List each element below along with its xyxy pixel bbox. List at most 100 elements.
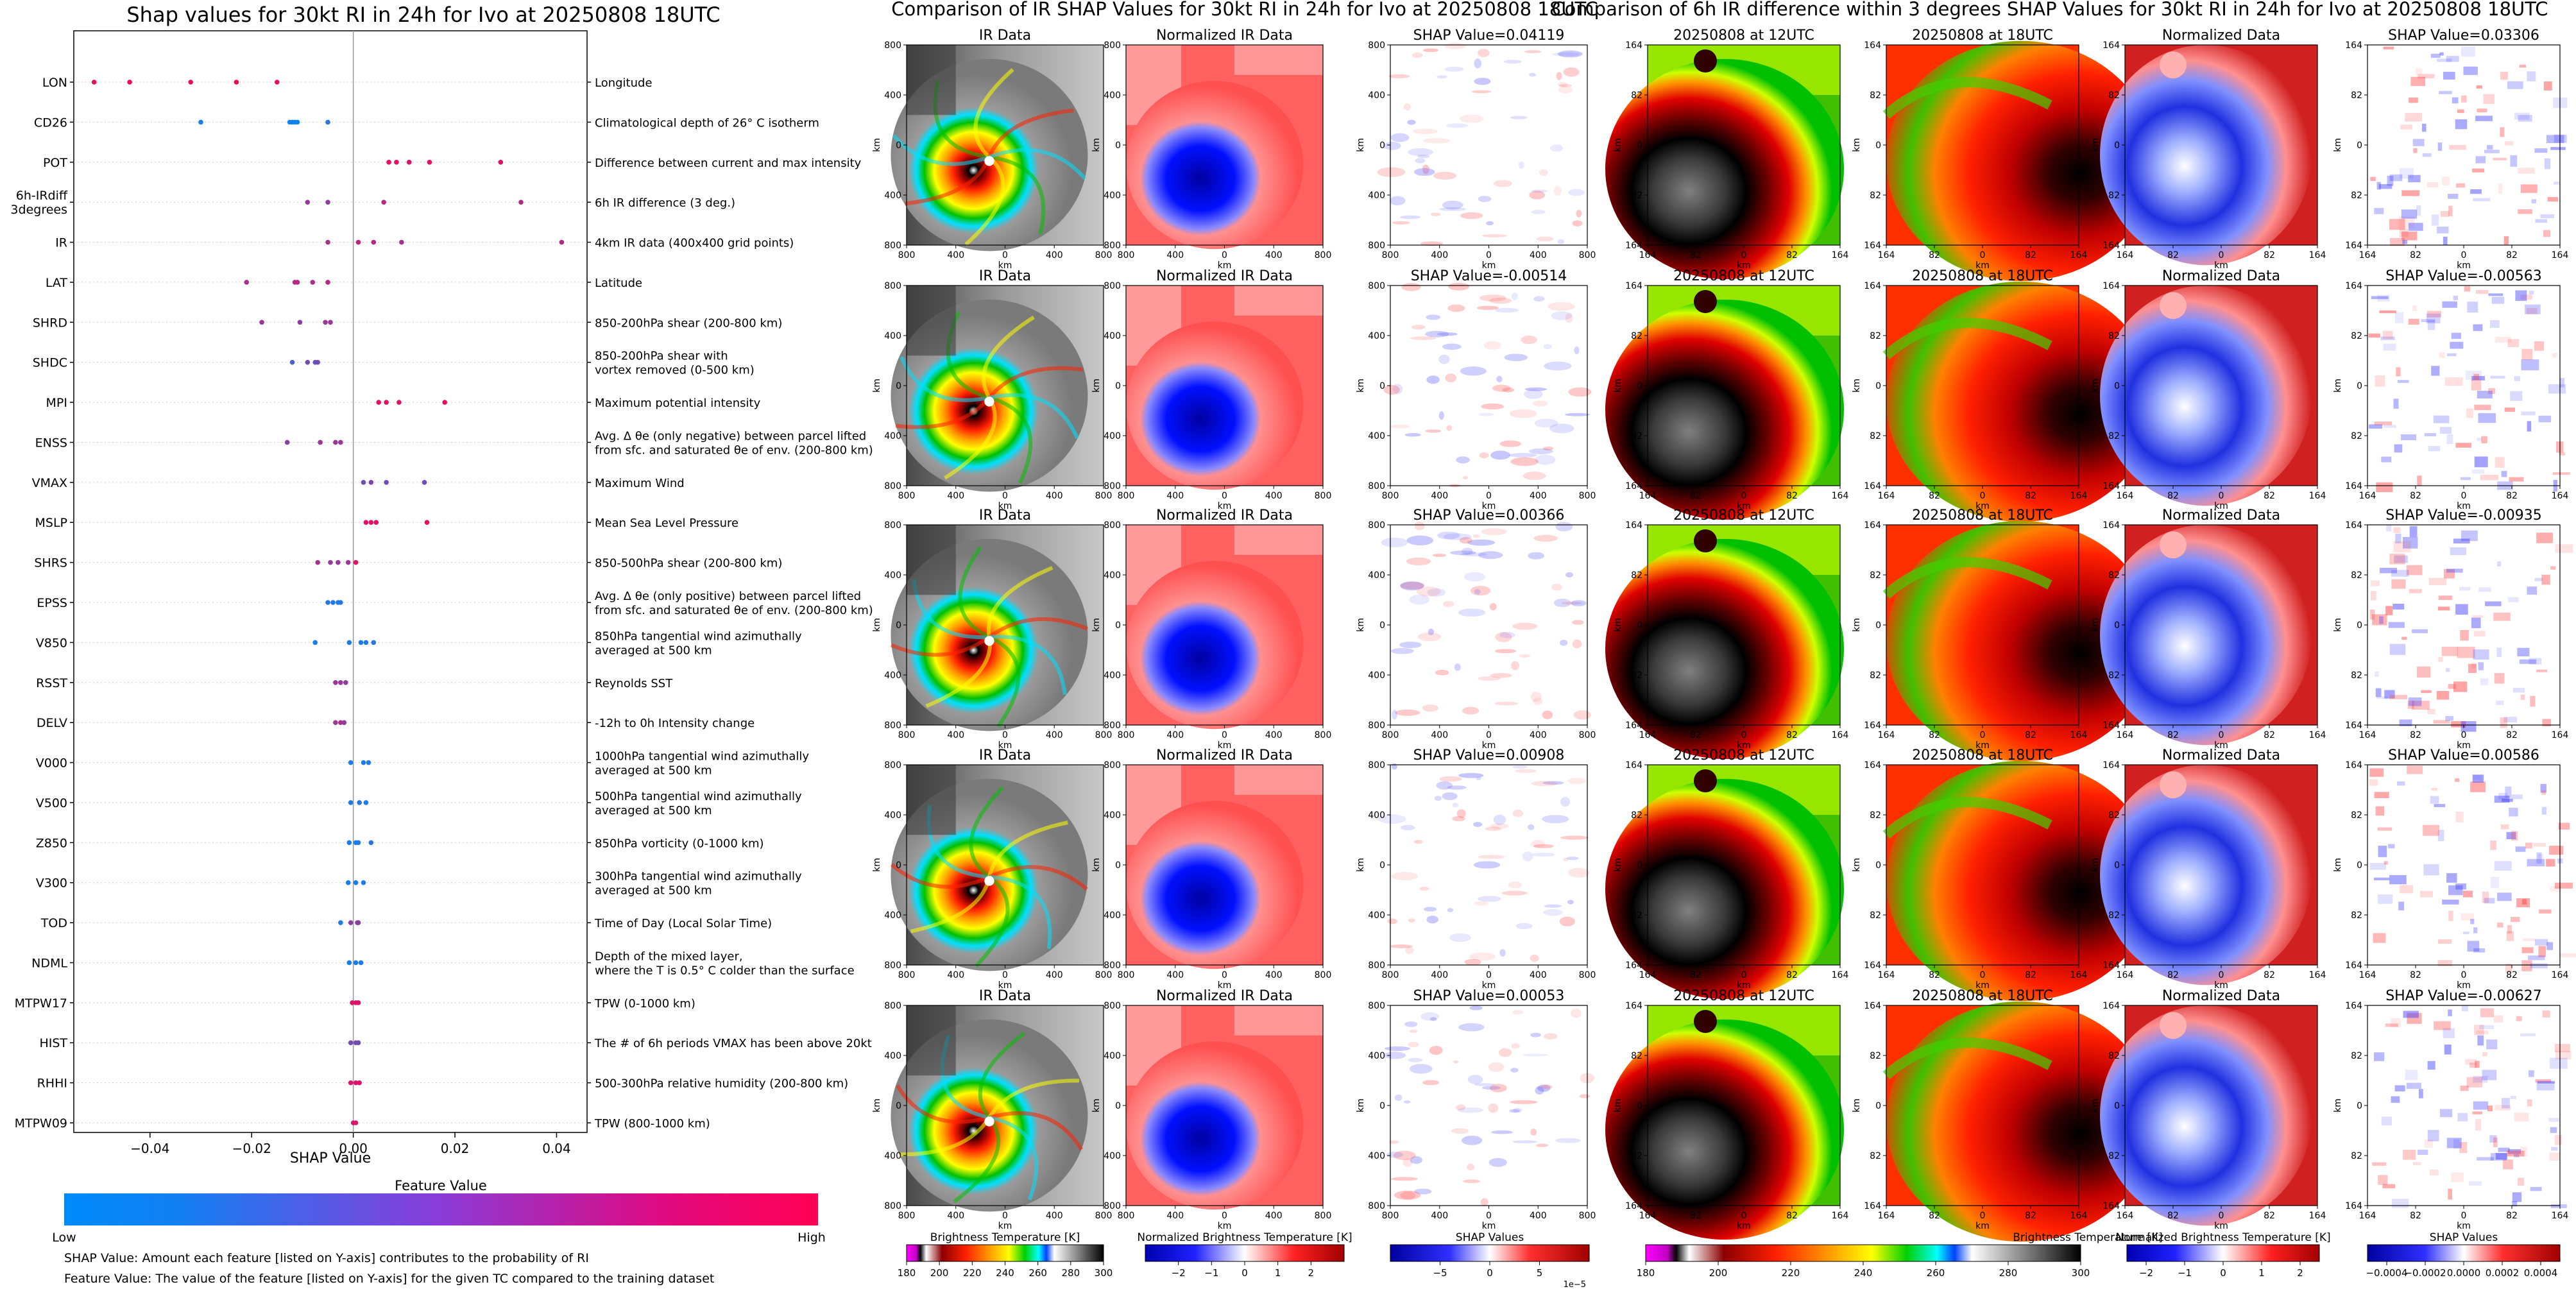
shap-point [386, 159, 391, 165]
y-tick-label: 800 [1104, 241, 1121, 251]
shap-blob [1508, 881, 1523, 889]
shap6h-cell [2504, 407, 2515, 412]
nir-storm [1126, 81, 1304, 250]
y-tick-label: 0 [896, 381, 901, 391]
shap6h-cell [2448, 205, 2453, 217]
x-tick-label: 82 [2025, 970, 2036, 980]
shap-blob [1439, 776, 1462, 782]
shap6h-cell [2552, 472, 2570, 475]
shap6h-cell [2539, 909, 2552, 914]
shap6h-cell [2521, 947, 2534, 953]
y-tick-label: 400 [1368, 810, 1385, 821]
shap6h-cell [2389, 553, 2405, 565]
utc12-cell [1694, 529, 1717, 552]
y-tick-label: 164 [2345, 40, 2362, 51]
ir-panel-r4-c2 [1384, 1005, 1595, 1206]
shap-point [305, 200, 311, 205]
y-tick-label: 164 [1625, 40, 1642, 51]
feature-label: Z850 [36, 836, 67, 850]
y-axis-label: km [1091, 1098, 1102, 1113]
ir-band [989, 1111, 1083, 1151]
shap-point [361, 760, 366, 765]
shap-point [348, 1040, 354, 1046]
ir-colorbar [1390, 1244, 1590, 1262]
shap-point [346, 840, 352, 846]
shap-summary-title: Shap values for 30kt RI in 24h for Ivo a… [126, 3, 720, 27]
shap6h-cell [2422, 153, 2432, 157]
shap6h-cell [2437, 960, 2452, 966]
shap-point [275, 80, 280, 85]
shap6h-cell [2501, 471, 2507, 477]
shap6h-cell [2388, 622, 2405, 628]
y-tick-label: 82 [2108, 1051, 2120, 1061]
x-tick-label: −0.04 [130, 1141, 169, 1156]
x-tick-label: 0.04 [542, 1141, 571, 1156]
x-axis-label: km [1975, 260, 1990, 271]
feature-label: V500 [36, 796, 67, 810]
y-tick-label: 800 [884, 241, 901, 251]
x-tick-label: 164 [2359, 970, 2376, 980]
ir-panel-r0-c1 [1126, 45, 1323, 250]
shap6h-cell [2450, 341, 2464, 349]
shap-point [294, 119, 300, 125]
x-tick-label: 800 [1382, 730, 1399, 740]
x-tick-label: 400 [1265, 491, 1283, 501]
shap6h-cell [2448, 1188, 2452, 1200]
shap-point [348, 800, 354, 805]
y-tick-label: 400 [884, 910, 901, 921]
shap6h-cell [2408, 697, 2422, 706]
feature-description: 6h IR difference (3 deg.) [595, 196, 735, 210]
irdiff-panel-r2-c2 [2100, 525, 2317, 746]
x-tick-label: 164 [2309, 1211, 2326, 1221]
y-tick-label: 164 [1625, 760, 1642, 771]
shap-point [346, 960, 352, 966]
shap-blob [1474, 58, 1482, 69]
x-tick-label: 0 [1741, 491, 1747, 501]
shap-blob [1531, 210, 1546, 214]
shap-blob [1544, 361, 1572, 371]
shap6h-cell [2473, 1101, 2489, 1110]
shap-blob [1510, 1068, 1519, 1073]
shap6h-cell [2427, 182, 2439, 188]
x-tick-label: 0 [1222, 1211, 1227, 1221]
y-tick-label: 800 [1368, 281, 1385, 291]
y-tick-label: 164 [2103, 520, 2120, 531]
shap-blob [1510, 1100, 1538, 1104]
shap6h-cell [2412, 629, 2428, 633]
shap-point [363, 800, 369, 805]
shap6h-cell [2391, 1199, 2409, 1208]
shap6h-cell [2451, 721, 2466, 728]
shap6h-cell [2464, 286, 2471, 292]
ir-band [890, 635, 991, 657]
shap-blob [1458, 773, 1484, 778]
x-tick-label: 164 [2070, 491, 2088, 501]
shap6h-cell [2382, 330, 2393, 339]
shap6h-cell [2496, 647, 2502, 658]
shap6h-cell [2368, 333, 2380, 338]
x-tick-label: 0 [1486, 730, 1492, 740]
x-axis-label: km [998, 740, 1012, 751]
shap6h-cell [2559, 378, 2564, 388]
shap6h-cell [2380, 336, 2395, 341]
shap6h-cell [2436, 691, 2450, 700]
y-axis-label: km [872, 1098, 882, 1113]
shap-blob [1530, 692, 1542, 702]
x-tick-label: 800 [1382, 1211, 1399, 1221]
x-tick-label: 164 [2359, 1211, 2376, 1221]
shap6h-cell [2423, 864, 2439, 876]
y-tick-label: 800 [884, 281, 901, 291]
shap-blob [1551, 311, 1573, 320]
shap-blob [1515, 769, 1537, 773]
shap-blob [1383, 384, 1400, 395]
shap6h-cell [2495, 1153, 2507, 1160]
utc18-green-band [1882, 557, 2052, 599]
shap6h-cell [2520, 184, 2538, 193]
irdiff-panel-r4-c3 [2367, 1005, 2572, 1208]
shap6h-cell [2494, 796, 2510, 803]
shap6h-cell [2442, 301, 2457, 308]
shap-point [305, 359, 311, 365]
shap6h-cell [2461, 95, 2467, 103]
shap6h-cell [2427, 1130, 2439, 1141]
shap6h-cell [2530, 963, 2548, 969]
shap6h-cell [2446, 353, 2457, 357]
